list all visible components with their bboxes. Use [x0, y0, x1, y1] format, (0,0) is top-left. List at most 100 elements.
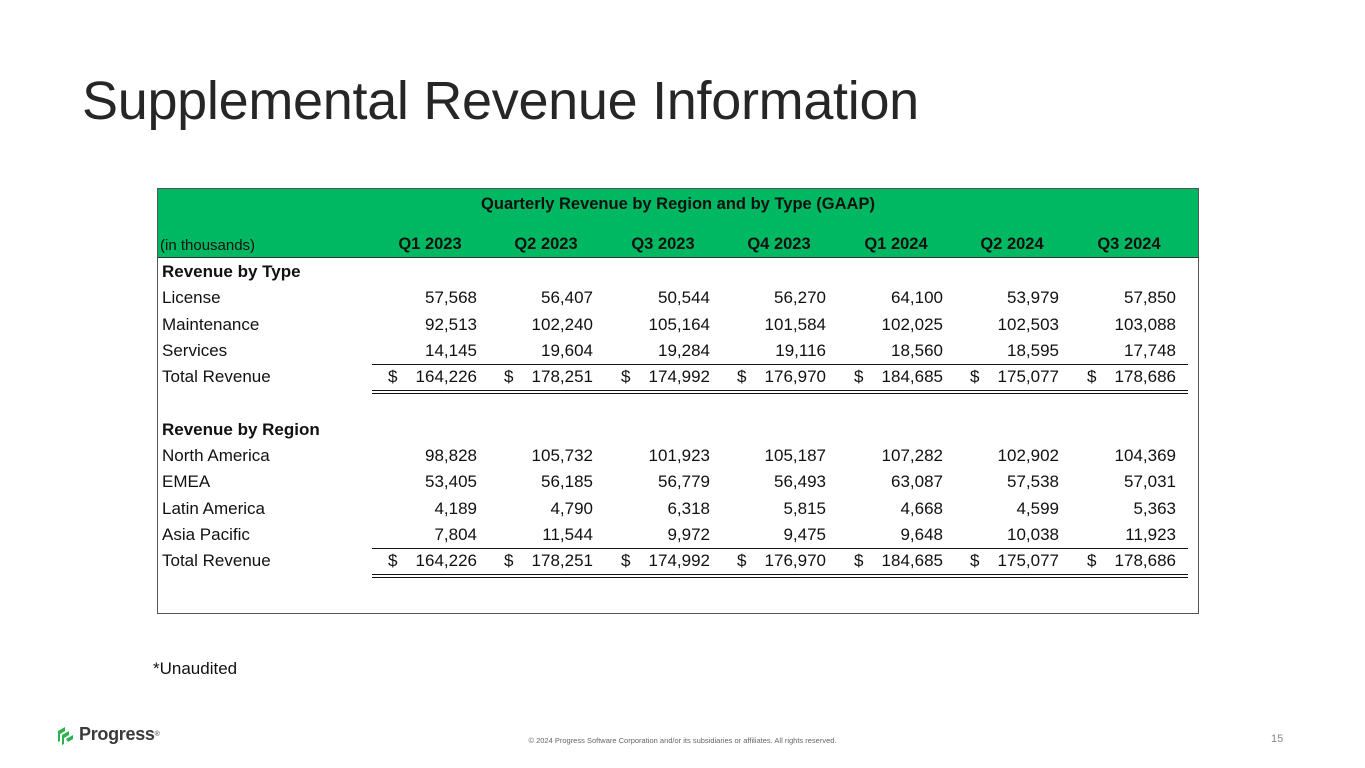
- value-cell: 107,282: [838, 446, 954, 466]
- value-cell: 53,405: [372, 472, 488, 492]
- value-cell: 5,815: [721, 499, 837, 519]
- column-header: Q4 2023: [747, 235, 811, 253]
- value-text: 7,804: [434, 525, 477, 544]
- value-cell: $175,077: [954, 367, 1070, 387]
- value-text: 56,779: [658, 472, 710, 492]
- value-text: 5,363: [1133, 498, 1176, 518]
- value-cell: 11,544: [488, 525, 604, 545]
- value-text: 104,369: [1114, 446, 1176, 466]
- row-label: North America: [162, 446, 270, 466]
- value-text: 174,992: [648, 367, 710, 387]
- value-text: 102,503: [997, 314, 1059, 334]
- value-text: 11,544: [542, 525, 593, 544]
- value-text: 56,407: [541, 288, 593, 308]
- value-text: 4,668: [900, 498, 943, 518]
- currency-symbol: $: [1087, 551, 1097, 571]
- table-title: Quarterly Revenue by Region and by Type …: [481, 195, 875, 213]
- value-text: 175,077: [997, 551, 1059, 571]
- value-text: 57,031: [1124, 472, 1176, 492]
- value-cell: 101,923: [605, 446, 721, 466]
- value-cell: 18,560: [838, 341, 954, 361]
- value-cell: 102,503: [954, 315, 1070, 335]
- value-text: 19,604: [541, 340, 593, 360]
- value-cell: 102,902: [954, 446, 1070, 466]
- value-text: 178,251: [531, 367, 593, 387]
- value-cell: 56,407: [488, 288, 604, 308]
- value-text: 184,685: [881, 551, 943, 571]
- value-cell: 11,923: [1071, 525, 1187, 545]
- page-number: 15: [1271, 733, 1284, 745]
- value-cell: 50,544: [605, 288, 721, 308]
- unaudited-note: *Unaudited: [153, 659, 238, 678]
- currency-symbol: $: [621, 551, 631, 571]
- row-label: Total Revenue: [162, 367, 271, 387]
- revenue-table: Quarterly Revenue by Region and by Type …: [157, 188, 1199, 614]
- column-header: Q3 2023: [631, 235, 695, 253]
- value-text: 4,790: [550, 498, 593, 518]
- value-text: 19,284: [658, 340, 710, 360]
- value-text: 184,685: [881, 367, 943, 387]
- value-cell: 9,475: [721, 525, 837, 545]
- currency-symbol: $: [504, 551, 514, 571]
- row-label: Maintenance: [162, 314, 260, 334]
- currency-symbol: $: [388, 367, 398, 387]
- value-cell: $174,992: [605, 367, 721, 387]
- row-label: Asia Pacific: [162, 525, 250, 544]
- currency-symbol: $: [504, 367, 514, 387]
- currency-symbol: $: [970, 367, 980, 387]
- table-row: EMEA 53,405 56,185 56,779 56,493 63,087 57,538…: [158, 468, 1198, 494]
- value-cell: 101,584: [721, 315, 837, 335]
- section-heading: Revenue by Type: [162, 262, 301, 281]
- value-text: 4,599: [1016, 498, 1059, 518]
- value-cell: 19,604: [488, 341, 604, 361]
- value-text: 19,116: [775, 340, 826, 360]
- value-text: 50,544: [658, 288, 710, 308]
- table-header: Quarterly Revenue by Region and by Type …: [158, 189, 1198, 258]
- value-cell: 17,748: [1071, 341, 1187, 361]
- value-cell: $176,970: [721, 367, 837, 387]
- value-text: 101,584: [764, 314, 826, 334]
- value-cell: 57,031: [1071, 472, 1187, 492]
- table-row: Maintenance 92,513 102,240 105,164 101,584 10…: [158, 311, 1198, 337]
- value-cell: $176,970: [721, 551, 837, 571]
- value-text: 101,923: [648, 446, 710, 466]
- subtotal-line: [372, 548, 1188, 550]
- column-header: Q2 2023: [514, 235, 578, 253]
- total-row: Total Revenue $164,226 $178,251 $174,992 $17…: [158, 363, 1198, 389]
- value-text: 105,187: [764, 446, 826, 466]
- value-cell: 98,828: [372, 446, 488, 466]
- table-row: License 57,568 56,407 50,544 56,270 64,100 53,…: [158, 284, 1198, 310]
- row-label: Latin America: [162, 498, 265, 518]
- double-underline: [372, 389, 1188, 394]
- value-text: 57,538: [1007, 472, 1059, 492]
- value-text: 174,992: [648, 551, 710, 571]
- value-text: 102,025: [881, 314, 943, 334]
- value-cell: 56,493: [721, 472, 837, 492]
- value-text: 178,251: [531, 551, 593, 571]
- units-label: (in thousands): [160, 237, 256, 254]
- value-text: 56,185: [541, 472, 593, 492]
- logo-registered-mark: ®: [154, 731, 160, 738]
- value-text: 17,748: [1124, 340, 1176, 360]
- value-cell: 92,513: [372, 315, 488, 335]
- value-text: 102,240: [531, 314, 593, 334]
- currency-symbol: $: [388, 551, 398, 571]
- column-header: Q2 2024: [980, 235, 1044, 253]
- value-text: 18,560: [891, 340, 943, 360]
- currency-symbol: $: [621, 367, 631, 387]
- currency-symbol: $: [970, 551, 980, 571]
- currency-symbol: $: [1087, 367, 1097, 387]
- value-cell: $164,226: [372, 367, 488, 387]
- row-label: License: [162, 288, 221, 308]
- value-cell: 105,187: [721, 446, 837, 466]
- value-cell: 14,145: [372, 341, 488, 361]
- value-cell: 4,189: [372, 499, 488, 519]
- value-cell: 57,538: [954, 472, 1070, 492]
- value-cell: $184,685: [838, 367, 954, 387]
- row-label: Total Revenue: [162, 551, 271, 571]
- value-text: 53,979: [1007, 288, 1059, 308]
- value-cell: 7,804: [372, 525, 488, 545]
- value-text: 164,226: [415, 367, 477, 387]
- value-cell: 64,100: [838, 288, 954, 308]
- value-cell: $174,992: [605, 551, 721, 571]
